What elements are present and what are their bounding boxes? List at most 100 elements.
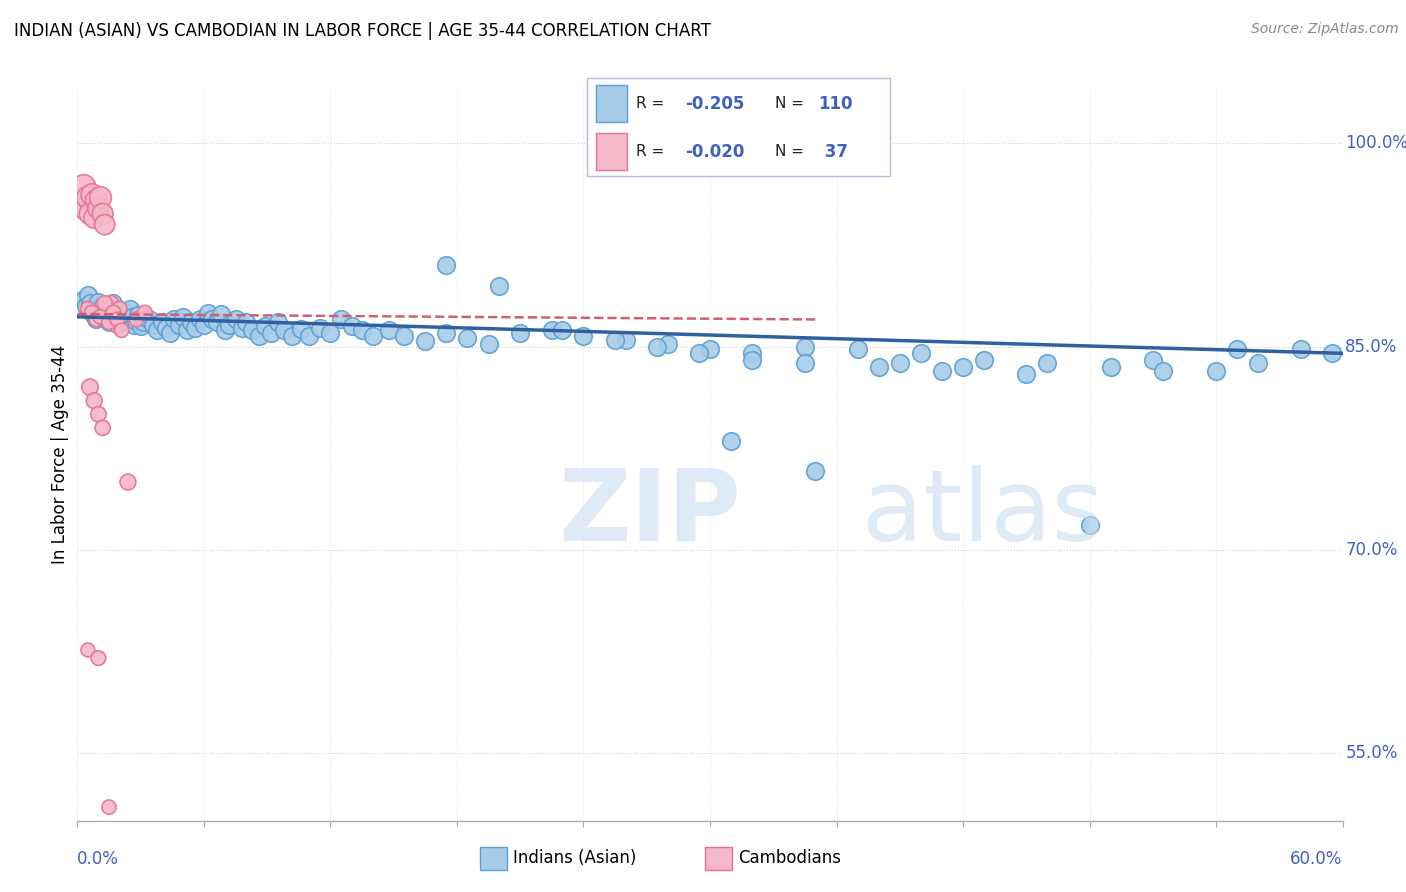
Bar [596, 133, 627, 170]
Point [242, 323, 264, 337]
Point [235, 315, 257, 329]
Text: 37: 37 [818, 143, 848, 161]
Point [247, 328, 270, 343]
Point [361, 328, 384, 343]
Point [117, 312, 139, 326]
Y-axis label: In Labor Force | Age 35-44: In Labor Force | Age 35-44 [51, 345, 69, 565]
Point [931, 364, 953, 378]
Point [76, 301, 98, 316]
Point [111, 323, 132, 337]
Point [290, 322, 312, 336]
Point [193, 318, 215, 332]
Point [488, 278, 510, 293]
Point [100, 296, 122, 310]
Text: 110: 110 [818, 95, 853, 112]
Point [129, 319, 152, 334]
Point [172, 310, 194, 324]
Point [100, 301, 122, 316]
Point [138, 312, 160, 326]
Point [1153, 364, 1175, 378]
Point [457, 331, 479, 345]
Point [572, 328, 595, 343]
Point [73, 179, 96, 194]
Point [79, 380, 101, 394]
Point [96, 306, 118, 320]
Point [112, 315, 135, 329]
Point [551, 323, 574, 337]
Text: atlas: atlas [862, 465, 1104, 562]
Point [103, 306, 124, 320]
Point [91, 299, 114, 313]
Point [146, 323, 169, 337]
Point [330, 312, 353, 326]
Point [75, 299, 97, 313]
Point [87, 651, 110, 665]
Point [184, 320, 207, 334]
Point [115, 306, 138, 320]
Point [108, 304, 131, 318]
Text: 100.0%: 100.0% [1346, 135, 1406, 153]
Point [86, 312, 108, 326]
Point [214, 323, 236, 337]
Point [107, 312, 129, 326]
Point [83, 393, 105, 408]
Point [1289, 343, 1312, 357]
Point [605, 333, 627, 347]
Point [82, 306, 104, 320]
Point [647, 340, 669, 354]
Point [98, 312, 120, 326]
Point [98, 315, 120, 329]
Point [273, 323, 295, 337]
Point [253, 319, 276, 334]
Point [541, 323, 564, 337]
Text: Indians (Asian): Indians (Asian) [513, 849, 637, 867]
Point [973, 353, 995, 368]
Point [180, 315, 202, 329]
Bar [596, 85, 627, 122]
Point [167, 318, 190, 332]
Point [93, 218, 115, 232]
Point [1247, 356, 1270, 370]
Point [1036, 356, 1059, 370]
Point [132, 315, 155, 329]
Point [205, 315, 228, 329]
Point [103, 306, 124, 320]
Point [91, 207, 114, 221]
Point [1226, 343, 1249, 357]
Point [309, 320, 332, 334]
Point [96, 301, 118, 316]
Point [201, 312, 224, 326]
Point [231, 320, 253, 334]
Point [614, 333, 637, 347]
Text: INDIAN (ASIAN) VS CAMBODIAN IN LABOR FORCE | AGE 35-44 CORRELATION CHART: INDIAN (ASIAN) VS CAMBODIAN IN LABOR FOR… [14, 22, 711, 40]
Point [87, 202, 110, 216]
Point [868, 359, 890, 374]
Point [260, 326, 283, 340]
Point [91, 421, 114, 435]
Point [82, 306, 104, 320]
Point [120, 301, 141, 316]
Point [225, 312, 247, 326]
Point [90, 310, 111, 324]
Point [720, 434, 742, 449]
Text: Source: ZipAtlas.com: Source: ZipAtlas.com [1251, 22, 1399, 37]
Point [104, 306, 127, 320]
Point [125, 312, 148, 326]
Point [699, 343, 721, 357]
Text: N =: N = [775, 96, 808, 111]
Point [281, 328, 304, 343]
Point [108, 301, 131, 316]
Point [163, 312, 186, 326]
Point [176, 323, 198, 337]
Point [76, 288, 98, 302]
Point [83, 211, 105, 225]
Point [394, 328, 416, 343]
Point [340, 319, 363, 334]
Point [155, 320, 177, 334]
Point [90, 304, 111, 318]
Text: 55.0%: 55.0% [1346, 744, 1398, 762]
Text: R =: R = [636, 96, 669, 111]
Point [188, 312, 211, 326]
Point [111, 310, 132, 324]
Point [107, 312, 129, 326]
